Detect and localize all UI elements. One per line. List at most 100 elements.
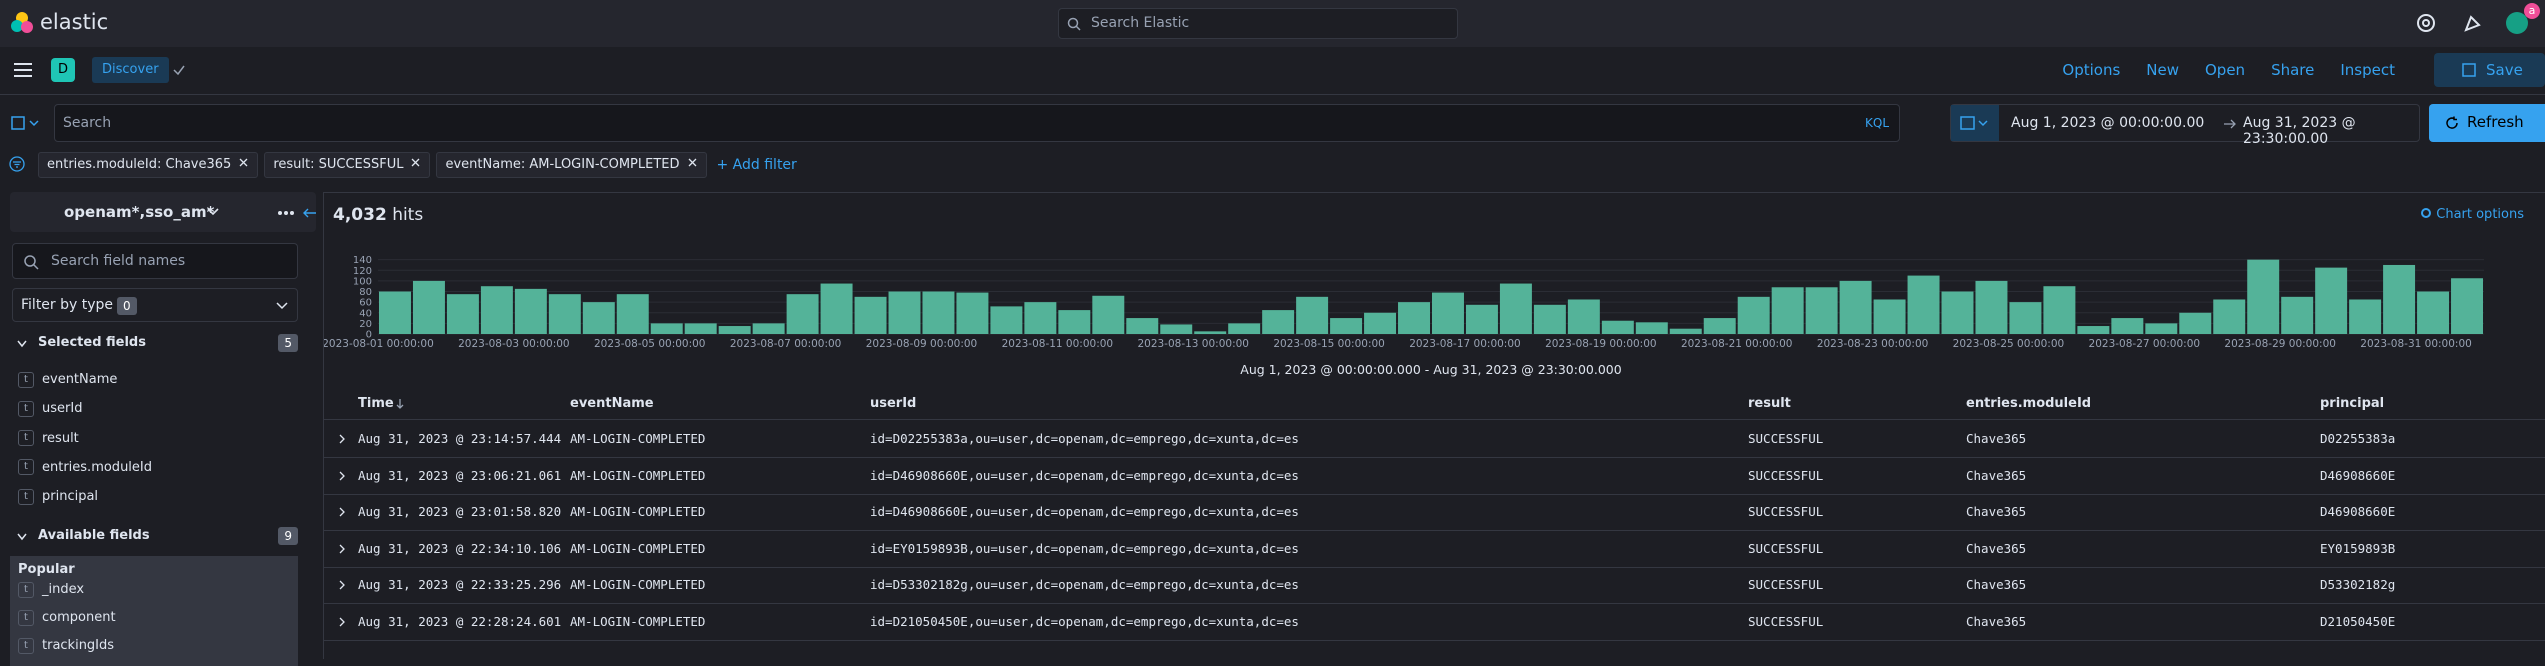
table-cell: SUCCESSFUL xyxy=(1748,614,1824,629)
bar xyxy=(2417,291,2450,334)
save-button[interactable]: Save xyxy=(2434,53,2545,87)
field-item[interactable]: t _index xyxy=(18,576,84,604)
nav-link[interactable]: Share xyxy=(2271,61,2315,79)
field-item[interactable]: t trackingIds xyxy=(18,632,114,660)
field-name: _index xyxy=(42,582,85,597)
nav-link[interactable]: Open xyxy=(2205,61,2246,79)
field-item[interactable]: t principal xyxy=(18,483,98,511)
date-picker[interactable]: Aug 1, 2023 @ 00:00:00.00 Aug 31, 2023 @… xyxy=(1950,104,2420,147)
chart-options[interactable]: Chart options xyxy=(2420,207,2524,222)
field-name: result xyxy=(42,430,79,446)
expand-row-icon[interactable] xyxy=(336,506,348,518)
doc-table: Time eventName userId result entries.moduleI… xyxy=(324,389,2545,659)
field-item[interactable]: t entries.moduleId xyxy=(18,454,152,482)
remove-filter-icon[interactable] xyxy=(409,158,421,168)
column-header[interactable]: userId xyxy=(870,396,917,411)
x-tick-label: 2023-08-29 00:00:00 xyxy=(2224,338,2336,350)
query-input[interactable]: Search KQL xyxy=(54,104,1900,142)
saved-query-button[interactable] xyxy=(6,106,50,140)
refresh-button[interactable]: Refresh xyxy=(2429,104,2545,142)
column-header[interactable]: principal xyxy=(2320,396,2385,411)
nav-link[interactable]: New xyxy=(2146,61,2179,79)
bar xyxy=(2145,323,2178,334)
field-item[interactable]: t eventName xyxy=(18,366,117,394)
field-name: userId xyxy=(42,401,83,417)
bar xyxy=(990,306,1023,334)
bar xyxy=(1330,318,1363,334)
x-tick-label: 2023-08-27 00:00:00 xyxy=(2089,338,2201,350)
field-type-icon: t xyxy=(18,400,34,417)
search-placeholder: Search Elastic xyxy=(1091,15,1190,31)
field-item[interactable]: t result xyxy=(18,425,79,453)
filter-pill-label: eventName: AM-LOGIN-COMPLETED xyxy=(445,157,680,172)
nav-bar: D Discover Options New Open Share Inspect Sa… xyxy=(0,47,2545,95)
remove-filter-icon[interactable] xyxy=(686,158,698,168)
bar xyxy=(718,326,751,334)
available-fields-header[interactable]: Available fields 9 xyxy=(12,526,298,548)
nav-link[interactable]: Inspect xyxy=(2340,61,2395,79)
chevron-icon xyxy=(207,208,219,216)
field-search[interactable]: Search field names xyxy=(12,243,298,279)
filter-by-type[interactable]: Filter by type 0 xyxy=(12,288,298,322)
table-cell: D02255383a xyxy=(2320,431,2396,446)
remove-filter-icon[interactable] xyxy=(237,158,249,168)
help-icon[interactable] xyxy=(2415,12,2437,34)
table-cell: D46908660E xyxy=(2320,467,2396,483)
gear-icon xyxy=(2421,208,2432,218)
field-type-icon: t xyxy=(18,371,34,388)
field-item[interactable]: t component xyxy=(18,604,116,632)
x-tick-label: 2023-08-25 00:00:00 xyxy=(1953,338,2065,350)
expand-glyph xyxy=(339,507,345,517)
table-cell: Chave365 xyxy=(1966,431,2027,446)
date-end[interactable]: Aug 31, 2023 @ 23:30:00.00 xyxy=(2243,115,2356,147)
user-avatar[interactable] xyxy=(2506,12,2528,34)
expand-row-icon[interactable] xyxy=(336,543,348,555)
y-tick-label: 120 xyxy=(353,266,372,277)
column-header[interactable]: entries.moduleId xyxy=(1966,396,2092,411)
x-tick-label: 2023-08-15 00:00:00 xyxy=(1273,338,1385,350)
bar xyxy=(1941,291,1974,334)
expand-row-icon[interactable] xyxy=(336,433,348,445)
refresh-icon xyxy=(2446,116,2458,129)
filter-pill[interactable]: eventName: AM-LOGIN-COMPLETED xyxy=(436,152,707,178)
column-header[interactable]: Time xyxy=(358,396,394,411)
field-type-icon: t xyxy=(18,459,34,476)
column-header[interactable]: result xyxy=(1748,396,1791,411)
news-icon[interactable] xyxy=(2462,12,2484,34)
table-header: Time eventName userId result entries.moduleI… xyxy=(324,389,2545,420)
date-start[interactable]: Aug 1, 2023 @ 00:00:00.00 xyxy=(2011,115,2205,131)
add-filter[interactable]: + Add filter xyxy=(716,157,797,173)
bar xyxy=(1839,280,1872,334)
filter-pill[interactable]: entries.moduleId: Chave365 xyxy=(38,152,259,178)
nav-link[interactable]: Options xyxy=(2062,61,2121,79)
menu-icon[interactable] xyxy=(14,62,32,78)
expand-row-icon[interactable] xyxy=(336,616,348,628)
bar xyxy=(752,323,785,334)
table-cell: Aug 31, 2023 @ 23:06:21.061 xyxy=(358,467,562,483)
global-search[interactable]: Search Elastic xyxy=(1058,8,1458,39)
breadcrumb[interactable]: Discover xyxy=(92,57,169,83)
space-avatar[interactable]: D xyxy=(51,58,75,82)
expand-row-icon[interactable] xyxy=(336,579,348,591)
table-row: Aug 31, 2023 @ 23:01:58.820 AM-LOGIN-COMP… xyxy=(324,494,2545,532)
selected-fields-header[interactable]: Selected fields 5 xyxy=(12,333,298,355)
elastic-logo xyxy=(11,12,33,33)
bar xyxy=(1601,320,1634,334)
calendar-icon xyxy=(1960,116,1988,130)
table-cell: D46908660E xyxy=(2320,504,2396,520)
table-cell: AM-LOGIN-COMPLETED xyxy=(570,614,706,629)
sidebar-actions[interactable] xyxy=(276,206,320,220)
bar xyxy=(888,291,921,334)
expand-row-icon[interactable] xyxy=(336,470,348,482)
date-quick-select[interactable] xyxy=(1951,105,1999,141)
column-header[interactable]: eventName xyxy=(570,396,654,411)
filter-icon[interactable] xyxy=(8,155,26,173)
query-language[interactable]: KQL xyxy=(1865,116,1889,130)
table-cell: AM-LOGIN-COMPLETED xyxy=(570,577,706,593)
sort-icon[interactable] xyxy=(395,398,405,410)
field-item[interactable]: t userId xyxy=(18,395,82,423)
bar xyxy=(2179,312,2212,334)
table-cell: SUCCESSFUL xyxy=(1748,467,1824,483)
filter-pill[interactable]: result: SUCCESSFUL xyxy=(264,152,431,178)
index-pattern-selector[interactable]: openam*,sso_am* xyxy=(10,192,316,232)
